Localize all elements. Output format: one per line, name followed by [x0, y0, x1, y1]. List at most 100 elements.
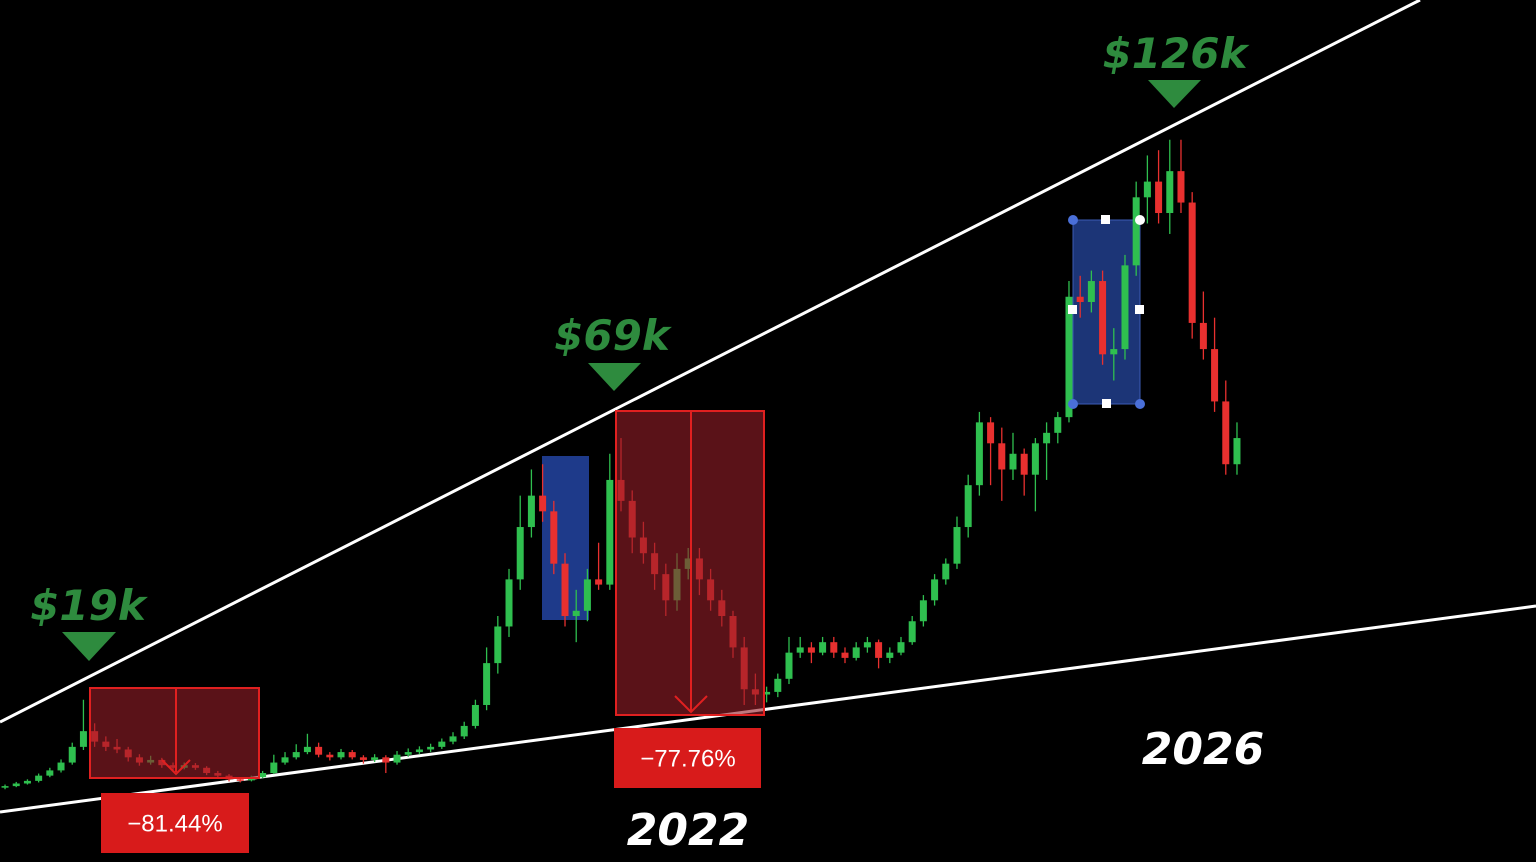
candle-body	[505, 579, 513, 627]
candle-body	[303, 746, 311, 753]
candle-body	[427, 746, 435, 750]
candle-body	[1188, 202, 1196, 323]
drawdown-box: −81.44%	[89, 687, 260, 853]
candle-body	[1155, 181, 1163, 214]
candle-body	[527, 495, 535, 528]
resistance-line	[0, 0, 1421, 724]
drawdown-arrow	[161, 759, 191, 776]
candle-body	[561, 563, 569, 617]
candle-body	[57, 762, 65, 771]
candle-body	[46, 770, 54, 776]
candle-body	[1222, 401, 1230, 465]
candle-body	[1211, 349, 1219, 402]
candle-body	[1132, 197, 1140, 266]
peak-marker	[588, 363, 641, 391]
candle-body	[1099, 281, 1107, 355]
candle-body	[1031, 443, 1039, 475]
candle-body	[79, 731, 87, 747]
candle-body	[494, 626, 502, 664]
candle-body	[1, 786, 9, 788]
candle-body	[819, 642, 827, 653]
candle-body	[785, 652, 793, 679]
handle	[1068, 215, 1078, 225]
handle	[1135, 215, 1145, 225]
candle-body	[1076, 296, 1084, 302]
candle-body	[1087, 281, 1095, 302]
candle-body	[449, 736, 457, 742]
drawdown-label: −77.76%	[640, 745, 735, 772]
candle-body	[404, 752, 412, 755]
candle-body	[796, 647, 804, 653]
candle-body	[897, 642, 905, 653]
candle-body	[1177, 171, 1185, 203]
candle-body	[606, 479, 614, 585]
candle-body	[572, 610, 580, 617]
candle-body	[348, 752, 356, 758]
candle-body	[830, 642, 838, 653]
handle	[1101, 215, 1110, 224]
peak-marker	[1148, 80, 1201, 108]
drawdown-area	[89, 687, 260, 779]
candle-body	[337, 752, 345, 758]
candle-body	[516, 527, 524, 580]
candle-body	[371, 757, 379, 760]
candle-body	[1110, 349, 1118, 355]
candle-body	[1199, 322, 1207, 350]
candle-body	[359, 757, 367, 760]
candle-body	[281, 757, 289, 763]
candle-body	[875, 642, 883, 658]
year-label: 2022	[627, 805, 749, 856]
drawdown-label-box	[614, 728, 761, 788]
drawdown-arrow	[674, 695, 708, 714]
candle-body	[270, 762, 278, 774]
peak-marker	[62, 632, 116, 661]
candle-body	[315, 746, 323, 755]
candle-body	[852, 647, 860, 658]
candle-body	[964, 485, 972, 528]
candle-body	[1121, 265, 1129, 350]
handle	[1068, 305, 1077, 314]
candle-body	[539, 495, 547, 512]
candle-body	[259, 773, 267, 778]
candle-body	[975, 422, 983, 486]
candle-body	[595, 579, 603, 585]
candle-body	[1009, 453, 1017, 470]
candle-body	[438, 741, 446, 747]
candle-body	[774, 678, 782, 692]
candle-body	[908, 621, 916, 643]
candle-body	[987, 422, 995, 444]
candle-body	[1166, 171, 1174, 214]
candle-body	[942, 563, 950, 580]
candle-body	[393, 754, 401, 763]
candle-body	[550, 511, 558, 564]
candle-body	[292, 752, 300, 758]
candle-body	[1233, 438, 1241, 465]
drawdown-label-box	[101, 793, 249, 853]
peak-label: $69k	[554, 311, 673, 360]
candle-body	[886, 652, 894, 658]
selection-handles	[1068, 215, 1145, 409]
handle	[1068, 399, 1078, 409]
candle-body	[35, 775, 43, 781]
candle-body	[382, 757, 390, 763]
candle-body	[471, 704, 479, 726]
drawdown-box: −77.76%	[614, 410, 765, 788]
candle-body	[12, 783, 20, 787]
candle-body	[841, 652, 849, 658]
candle-body	[1020, 453, 1028, 475]
candle-body	[863, 642, 871, 648]
candle-body	[1043, 432, 1051, 444]
candle-body	[23, 780, 31, 784]
peak-label: $19k	[30, 581, 149, 630]
candle-body	[931, 579, 939, 601]
candle-body	[236, 779, 244, 781]
candle-body	[998, 443, 1006, 470]
candle-body	[1065, 296, 1073, 418]
peak-label: $126k	[1103, 29, 1251, 78]
candles	[1, 139, 1241, 790]
handle	[1135, 399, 1145, 409]
handle	[1102, 399, 1111, 408]
year-label: 2026	[1142, 724, 1264, 775]
candle-body	[460, 725, 468, 737]
